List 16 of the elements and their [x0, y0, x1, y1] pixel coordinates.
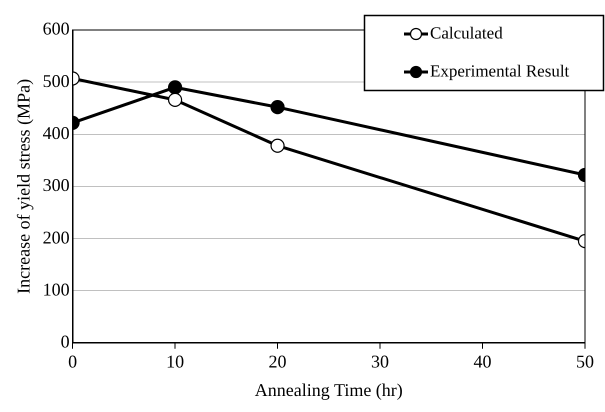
- legend-label: Calculated: [430, 23, 504, 42]
- y-tick-label: 0: [60, 332, 70, 352]
- y-tick-label: 300: [42, 175, 70, 196]
- y-tick-label: 500: [42, 70, 70, 91]
- y-tick-label: 400: [42, 123, 70, 143]
- y-tick-label: 600: [42, 18, 70, 39]
- x-tick-label: 20: [268, 351, 287, 372]
- x-tick-label: 30: [371, 351, 390, 372]
- y-axis-title: Increase of yield stress (MPa): [14, 78, 34, 294]
- legend-label: Experimental Result: [430, 61, 570, 80]
- y-tick-label: 100: [42, 279, 70, 300]
- x-tick-label: 40: [474, 351, 492, 372]
- x-tick-label: 10: [166, 351, 184, 372]
- x-axis-title: Annealing Time (hr): [254, 380, 403, 400]
- x-tick-label: 50: [576, 351, 594, 372]
- y-tick-label: 200: [42, 227, 70, 248]
